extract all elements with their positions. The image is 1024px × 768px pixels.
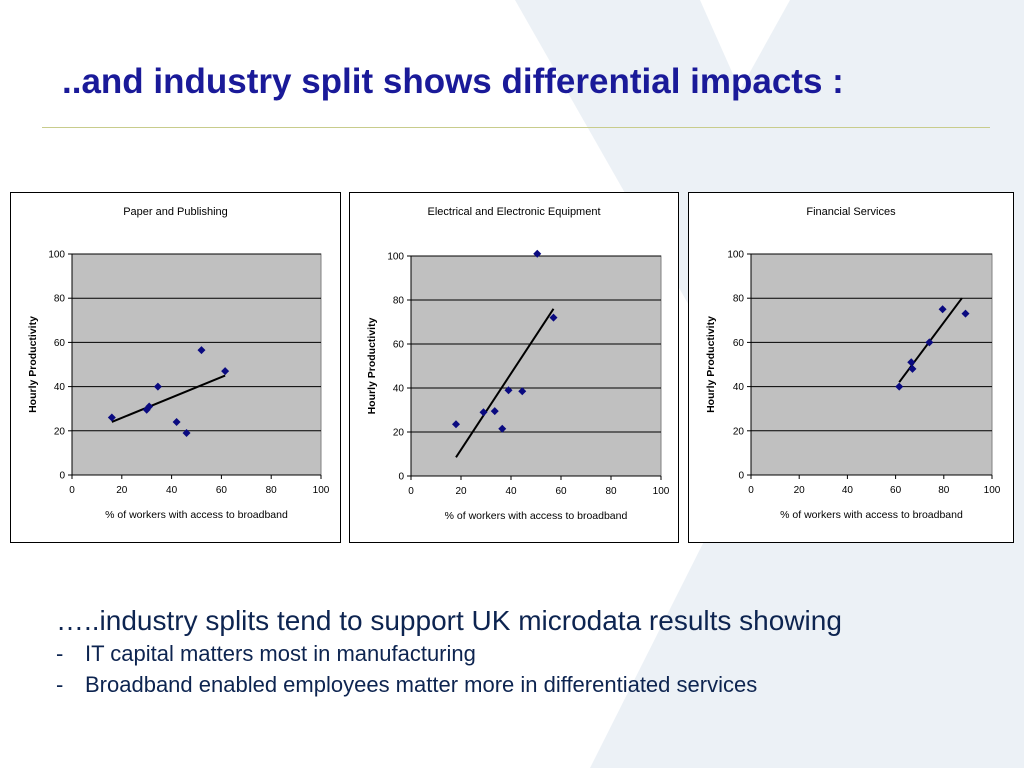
y-tick-label: 100 [727,250,744,261]
data-point [452,420,460,429]
data-point [895,382,904,391]
data-point [221,367,230,376]
y-tick-label: 40 [733,382,745,393]
chart-panel-financial: Financial Services 0 20 40 60 80 100 0 20 40 60 80 1… [688,192,1014,543]
trendline [455,308,555,458]
y-tick-label: 40 [393,384,405,395]
chart-panel-paper: Paper and Publishing 0 20 40 60 80 100 0 20 40 60 8… [10,192,341,543]
chart-panel-electrical: Electrical and Electronic Equipment 0 20 40… [349,192,679,543]
data-point [498,424,507,433]
y-tick-label: 60 [54,338,66,349]
title-divider [42,127,990,128]
data-point [107,413,116,422]
y-tick-label: 60 [733,338,745,349]
bullet-item: - IT capital matters most in manufacturin… [56,638,1016,669]
chart-title: Financial Services [806,206,896,218]
data-point [907,358,916,367]
x-tick-label: 40 [166,485,178,496]
x-tick-label: 40 [505,486,517,497]
data-point [182,429,191,438]
data-point [961,309,970,318]
x-tick-label: 0 [748,485,754,496]
trendline [111,374,226,423]
x-tick-label: 20 [794,485,806,496]
data-point [925,338,934,347]
y-tick-label: 80 [733,294,745,305]
y-tick-label: 0 [398,472,404,483]
x-tick-label: 80 [266,485,278,496]
y-tick-label: 20 [54,426,66,437]
x-axis-label: % of workers with access to broadband [105,509,288,521]
x-tick-label: 60 [216,485,228,496]
y-tick-label: 20 [733,426,745,437]
x-tick-label: 60 [890,485,902,496]
slide-title: ..and industry split shows differential … [62,62,844,101]
x-tick-label: 100 [984,485,1001,496]
data-point [490,407,499,416]
plot-area [410,255,662,477]
y-tick-label: 80 [393,296,405,307]
x-axis-label: % of workers with access to broadband [780,509,963,521]
data-point [533,249,542,258]
bullet-marker: - [56,672,64,697]
y-tick-label: 40 [54,382,66,393]
y-tick-label: 60 [393,340,405,351]
y-tick-label: 0 [738,471,744,482]
data-point [549,313,558,322]
bullet-item: - Broadband enabled employees matter more… [56,669,1016,700]
bullet-text: IT capital matters most in manufacturing [85,641,476,666]
x-tick-label: 40 [842,485,854,496]
x-tick-label: 0 [408,486,414,497]
data-point [153,382,162,391]
bullet-marker: - [56,641,64,666]
x-tick-label: 80 [938,485,950,496]
bullet-text: Broadband enabled employees matter more … [85,672,758,697]
y-tick-label: 20 [393,428,405,439]
data-point [197,346,206,355]
data-point [518,387,527,396]
x-axis-label: % of workers with access to broadband [445,510,628,522]
data-point [172,417,181,426]
y-tick-label: 0 [59,471,65,482]
data-point [145,402,154,411]
x-tick-label: 100 [313,485,330,496]
y-axis-label: Hourly Productivity [705,316,717,413]
y-axis-label: Hourly Productivity [366,317,378,414]
x-tick-label: 20 [455,486,467,497]
x-tick-label: 100 [653,486,670,497]
y-tick-label: 100 [48,250,65,261]
plot-area [750,253,993,476]
chart-electrical-svg: Electrical and Electronic Equipment 0 20 40… [366,206,670,522]
data-point [479,408,488,417]
y-tick-label: 100 [387,252,404,263]
plot-area [71,253,322,476]
y-tick-label: 80 [54,294,66,305]
body-text: …..industry splits tend to support UK mi… [56,604,1016,700]
x-tick-label: 80 [605,486,617,497]
x-tick-label: 0 [69,485,75,496]
x-tick-label: 60 [555,486,567,497]
data-point [908,364,917,373]
chart-paper-svg: Paper and Publishing 0 20 40 60 80 100 0 20 40 60 8… [27,206,330,521]
y-axis-label: Hourly Productivity [27,316,39,413]
data-point [504,386,513,395]
chart-title: Paper and Publishing [123,206,228,218]
x-tick-label: 20 [116,485,128,496]
lead-text: …..industry splits tend to support UK mi… [56,605,842,636]
chart-financial-svg: Financial Services 0 20 40 60 80 100 0 20 40 60 80 1… [705,206,1001,521]
data-point [938,305,947,314]
chart-title: Electrical and Electronic Equipment [427,206,600,218]
